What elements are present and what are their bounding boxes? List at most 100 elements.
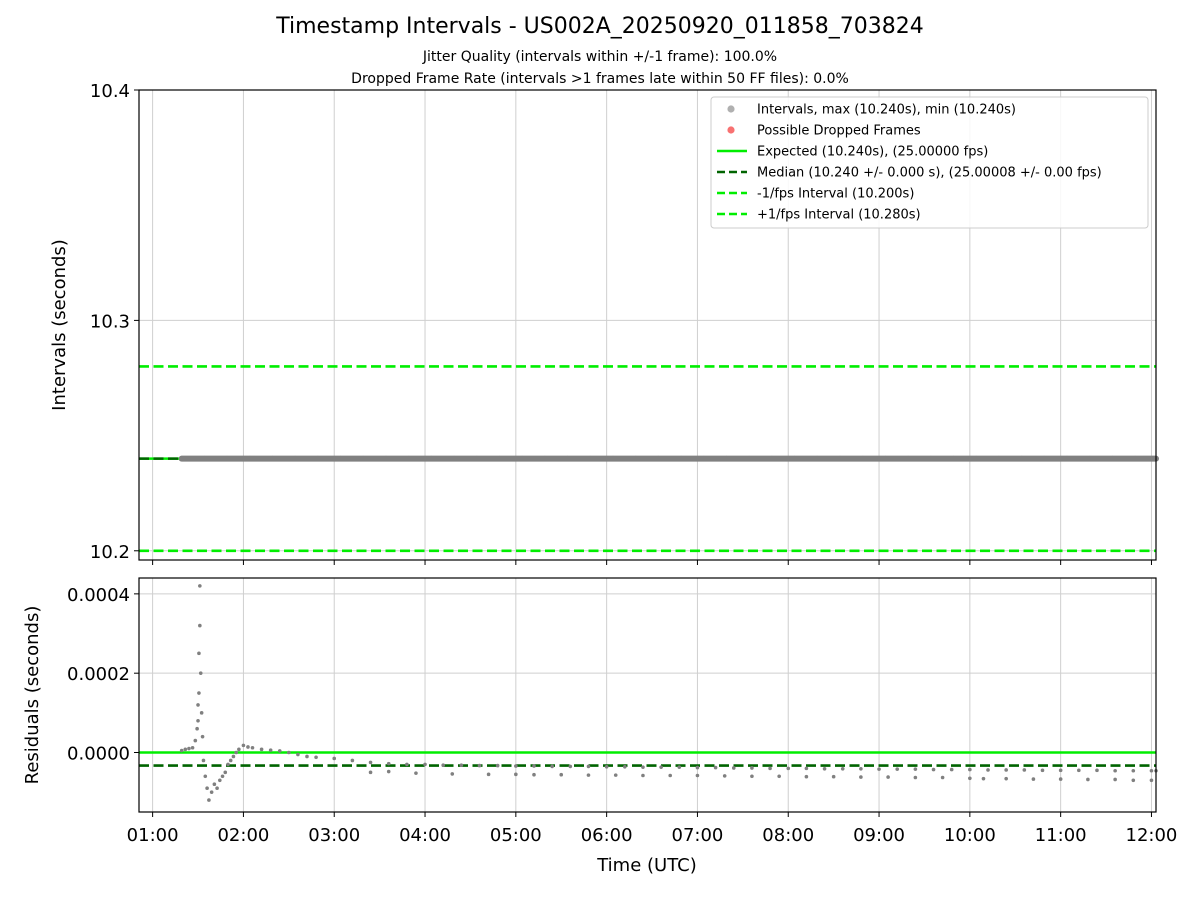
residual-point: [201, 758, 206, 763]
interval-point: [224, 455, 230, 462]
residual-point: [722, 774, 727, 778]
residual-point: [405, 762, 409, 767]
residual-point: [641, 765, 645, 769]
residual-point: [622, 764, 627, 769]
interval-point: [973, 455, 980, 462]
interval-point: [383, 455, 389, 462]
residual-point: [198, 671, 203, 675]
interval-point: [723, 455, 730, 462]
residual-point: [218, 778, 222, 783]
x-axis-label: Time (UTC): [596, 855, 697, 876]
residual-point: [200, 734, 205, 739]
residual-point: [196, 718, 200, 723]
residual-point: [183, 747, 188, 752]
residual-point: [486, 772, 491, 777]
residual-point: [804, 774, 809, 779]
residual-point: [940, 775, 945, 780]
residual-point: [277, 749, 282, 753]
interval-point: [632, 455, 639, 462]
residual-point: [1058, 768, 1063, 773]
residual-point: [1086, 777, 1090, 782]
residual-point: [368, 770, 373, 775]
residual-point: [1058, 777, 1063, 781]
residual-point: [731, 766, 736, 770]
residual-point: [586, 773, 591, 777]
legend-label: Expected (10.240s), (25.00000 fps): [757, 145, 988, 160]
interval-point: [178, 455, 185, 462]
interval-point: [246, 455, 253, 462]
x-tick-label: 07:00: [672, 825, 724, 846]
interval-point: [950, 455, 957, 462]
residual-point: [231, 754, 236, 759]
residual-point: [246, 745, 250, 749]
interval-point: [996, 455, 1002, 462]
interval-point: [519, 455, 525, 462]
residual-point: [1040, 768, 1045, 773]
residual-point: [205, 786, 209, 791]
x-tick-label: 10:00: [944, 825, 996, 846]
residual-point: [777, 774, 781, 779]
y-tick-label: 10.2: [90, 542, 130, 563]
intervals-y-axis-label: Intervals (seconds): [49, 239, 70, 411]
jitter-quality-subtitle: Jitter Quality (intervals within +/-1 fr…: [422, 49, 778, 65]
residual-point: [450, 772, 455, 776]
residual-point: [1095, 768, 1099, 773]
dropped-frame-subtitle: Dropped Frame Rate (intervals >1 frames …: [351, 71, 849, 87]
residual-point: [1149, 768, 1154, 773]
residual-point: [459, 763, 464, 767]
residual-point: [613, 773, 618, 777]
interval-point: [1132, 455, 1138, 462]
residual-point: [586, 764, 591, 769]
legend-label: -1/fps Interval (10.200s): [757, 187, 914, 202]
residual-point: [514, 764, 518, 768]
residual-point: [237, 747, 241, 752]
residual-point: [259, 747, 264, 752]
residual-point: [1022, 768, 1027, 772]
residuals-ticks: 01:00 02:00 03:00 04:00 05:00 06:00 07:00 08:00…: [67, 585, 1177, 846]
residual-point: [913, 775, 918, 780]
interval-point: [837, 455, 843, 462]
interval-point: [315, 455, 321, 462]
x-tick-label: 08:00: [762, 825, 814, 846]
residual-point: [713, 765, 718, 770]
residual-point: [332, 756, 337, 761]
interval-point: [542, 455, 548, 462]
residual-point: [215, 786, 219, 791]
interval-point: [859, 455, 866, 462]
interval-point: [928, 455, 934, 462]
residuals-grid: [139, 578, 1156, 812]
residual-point: [659, 765, 663, 769]
intervals-ticks: 10.2 10.3 10.4: [90, 81, 1152, 565]
residual-point: [840, 766, 845, 771]
residual-point: [193, 738, 198, 743]
x-tick-label: 06:00: [581, 825, 633, 846]
x-tick-label: 02:00: [217, 825, 269, 846]
residual-point: [414, 771, 418, 775]
residual-point: [668, 773, 673, 778]
residual-point: [968, 767, 972, 772]
y-tick-label: 0.0004: [67, 585, 130, 606]
x-tick-label: 01:00: [127, 825, 179, 846]
residual-point: [786, 766, 791, 771]
residual-point: [677, 765, 682, 769]
interval-point: [1064, 455, 1070, 462]
y-tick-label: 0.0002: [67, 664, 130, 685]
x-tick-label: 12:00: [1126, 825, 1178, 846]
residual-point: [350, 758, 355, 763]
residual-point: [268, 748, 273, 752]
interval-point: [473, 455, 480, 462]
residuals-axes-frame: [138, 577, 1157, 813]
residual-point: [368, 760, 373, 765]
residual-point: [604, 764, 609, 769]
interval-point: [769, 455, 775, 462]
residual-point: [207, 798, 211, 802]
residual-point: [913, 767, 918, 771]
residual-point: [228, 758, 233, 763]
residual-point: [949, 767, 954, 772]
interval-point: [655, 455, 662, 462]
residual-point: [1004, 768, 1008, 772]
residual-point: [895, 767, 900, 771]
legend-label: Intervals, max (10.240s), min (10.240s): [757, 103, 1016, 118]
residual-point: [1004, 776, 1008, 781]
